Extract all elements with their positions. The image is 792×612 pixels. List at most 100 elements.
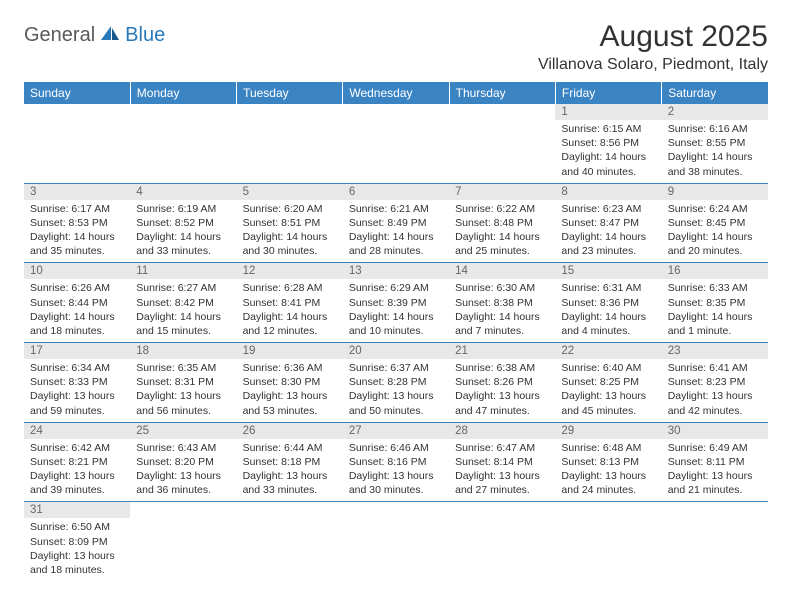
day-sunrise: Sunrise: 6:33 AM <box>668 281 762 295</box>
weekday-header-row: SundayMondayTuesdayWednesdayThursdayFrid… <box>24 82 768 104</box>
day-sunset: Sunset: 8:53 PM <box>30 216 124 230</box>
day-daylight1: Daylight: 13 hours <box>455 469 549 483</box>
day-daylight2: and 21 minutes. <box>668 483 762 497</box>
logo: General Blue <box>24 20 165 47</box>
calendar-day-cell: 5Sunrise: 6:20 AMSunset: 8:51 PMDaylight… <box>237 183 343 263</box>
day-sunrise: Sunrise: 6:21 AM <box>349 202 443 216</box>
day-daylight1: Daylight: 13 hours <box>561 469 655 483</box>
calendar-day-cell: 14Sunrise: 6:30 AMSunset: 8:38 PMDayligh… <box>449 263 555 343</box>
day-sunrise: Sunrise: 6:23 AM <box>561 202 655 216</box>
calendar-week-row: 17Sunrise: 6:34 AMSunset: 8:33 PMDayligh… <box>24 343 768 423</box>
day-sunset: Sunset: 8:28 PM <box>349 375 443 389</box>
day-sunrise: Sunrise: 6:17 AM <box>30 202 124 216</box>
weekday-header: Monday <box>130 82 236 104</box>
weekday-header: Thursday <box>449 82 555 104</box>
day-sunrise: Sunrise: 6:22 AM <box>455 202 549 216</box>
calendar-day-cell: 10Sunrise: 6:26 AMSunset: 8:44 PMDayligh… <box>24 263 130 343</box>
calendar-day-cell: 26Sunrise: 6:44 AMSunset: 8:18 PMDayligh… <box>237 422 343 502</box>
day-daylight2: and 59 minutes. <box>30 404 124 418</box>
day-sunset: Sunset: 8:33 PM <box>30 375 124 389</box>
day-daylight1: Daylight: 14 hours <box>668 230 762 244</box>
day-sunset: Sunset: 8:23 PM <box>668 375 762 389</box>
day-sunset: Sunset: 8:56 PM <box>561 136 655 150</box>
day-sunrise: Sunrise: 6:19 AM <box>136 202 230 216</box>
day-details: Sunrise: 6:27 AMSunset: 8:42 PMDaylight:… <box>130 279 236 342</box>
day-sunset: Sunset: 8:18 PM <box>243 455 337 469</box>
day-daylight1: Daylight: 13 hours <box>136 469 230 483</box>
logo-text-blue: Blue <box>125 24 165 47</box>
day-daylight1: Daylight: 13 hours <box>30 549 124 563</box>
day-daylight2: and 23 minutes. <box>561 244 655 258</box>
day-sunset: Sunset: 8:13 PM <box>561 455 655 469</box>
day-number: 26 <box>237 423 343 439</box>
calendar-day-cell <box>449 104 555 183</box>
day-sunrise: Sunrise: 6:20 AM <box>243 202 337 216</box>
day-number: 7 <box>449 184 555 200</box>
day-daylight1: Daylight: 14 hours <box>668 150 762 164</box>
day-sunset: Sunset: 8:35 PM <box>668 296 762 310</box>
day-number: 10 <box>24 263 130 279</box>
day-sunrise: Sunrise: 6:24 AM <box>668 202 762 216</box>
day-daylight1: Daylight: 14 hours <box>561 150 655 164</box>
day-number: 9 <box>662 184 768 200</box>
day-number: 8 <box>555 184 661 200</box>
day-sunset: Sunset: 8:16 PM <box>349 455 443 469</box>
day-sunrise: Sunrise: 6:40 AM <box>561 361 655 375</box>
calendar-body: 1Sunrise: 6:15 AMSunset: 8:56 PMDaylight… <box>24 104 768 581</box>
day-number: 12 <box>237 263 343 279</box>
day-sunrise: Sunrise: 6:29 AM <box>349 281 443 295</box>
day-details: Sunrise: 6:48 AMSunset: 8:13 PMDaylight:… <box>555 439 661 502</box>
day-sunset: Sunset: 8:09 PM <box>30 535 124 549</box>
day-details: Sunrise: 6:34 AMSunset: 8:33 PMDaylight:… <box>24 359 130 422</box>
day-sunset: Sunset: 8:20 PM <box>136 455 230 469</box>
day-daylight1: Daylight: 13 hours <box>243 389 337 403</box>
day-number: 14 <box>449 263 555 279</box>
day-number: 28 <box>449 423 555 439</box>
day-details: Sunrise: 6:28 AMSunset: 8:41 PMDaylight:… <box>237 279 343 342</box>
day-details: Sunrise: 6:17 AMSunset: 8:53 PMDaylight:… <box>24 200 130 263</box>
day-details: Sunrise: 6:36 AMSunset: 8:30 PMDaylight:… <box>237 359 343 422</box>
day-daylight1: Daylight: 14 hours <box>561 230 655 244</box>
weekday-header: Sunday <box>24 82 130 104</box>
calendar-day-cell: 23Sunrise: 6:41 AMSunset: 8:23 PMDayligh… <box>662 343 768 423</box>
weekday-header: Friday <box>555 82 661 104</box>
calendar-day-cell <box>449 502 555 581</box>
day-sunset: Sunset: 8:31 PM <box>136 375 230 389</box>
day-number: 6 <box>343 184 449 200</box>
calendar-day-cell <box>555 502 661 581</box>
calendar-day-cell <box>24 104 130 183</box>
calendar-day-cell: 16Sunrise: 6:33 AMSunset: 8:35 PMDayligh… <box>662 263 768 343</box>
day-daylight2: and 45 minutes. <box>561 404 655 418</box>
day-sunrise: Sunrise: 6:47 AM <box>455 441 549 455</box>
day-number: 15 <box>555 263 661 279</box>
page-header: General Blue August 2025 Villanova Solar… <box>24 20 768 74</box>
day-sunrise: Sunrise: 6:35 AM <box>136 361 230 375</box>
day-sunset: Sunset: 8:38 PM <box>455 296 549 310</box>
day-sunset: Sunset: 8:39 PM <box>349 296 443 310</box>
day-details: Sunrise: 6:33 AMSunset: 8:35 PMDaylight:… <box>662 279 768 342</box>
day-sunrise: Sunrise: 6:27 AM <box>136 281 230 295</box>
day-sunset: Sunset: 8:45 PM <box>668 216 762 230</box>
calendar-day-cell: 4Sunrise: 6:19 AMSunset: 8:52 PMDaylight… <box>130 183 236 263</box>
day-daylight2: and 12 minutes. <box>243 324 337 338</box>
day-daylight1: Daylight: 13 hours <box>349 389 443 403</box>
day-sunset: Sunset: 8:48 PM <box>455 216 549 230</box>
day-daylight2: and 15 minutes. <box>136 324 230 338</box>
day-sunset: Sunset: 8:21 PM <box>30 455 124 469</box>
day-sunset: Sunset: 8:36 PM <box>561 296 655 310</box>
day-daylight2: and 1 minute. <box>668 324 762 338</box>
day-sunrise: Sunrise: 6:15 AM <box>561 122 655 136</box>
calendar-day-cell: 3Sunrise: 6:17 AMSunset: 8:53 PMDaylight… <box>24 183 130 263</box>
day-daylight2: and 18 minutes. <box>30 324 124 338</box>
day-sunrise: Sunrise: 6:42 AM <box>30 441 124 455</box>
day-sunset: Sunset: 8:41 PM <box>243 296 337 310</box>
weekday-header: Tuesday <box>237 82 343 104</box>
day-number: 3 <box>24 184 130 200</box>
day-daylight1: Daylight: 13 hours <box>30 469 124 483</box>
calendar-week-row: 24Sunrise: 6:42 AMSunset: 8:21 PMDayligh… <box>24 422 768 502</box>
title-block: August 2025 Villanova Solaro, Piedmont, … <box>538 20 768 74</box>
calendar-day-cell <box>662 502 768 581</box>
calendar-day-cell <box>237 104 343 183</box>
day-daylight2: and 28 minutes. <box>349 244 443 258</box>
day-details: Sunrise: 6:19 AMSunset: 8:52 PMDaylight:… <box>130 200 236 263</box>
